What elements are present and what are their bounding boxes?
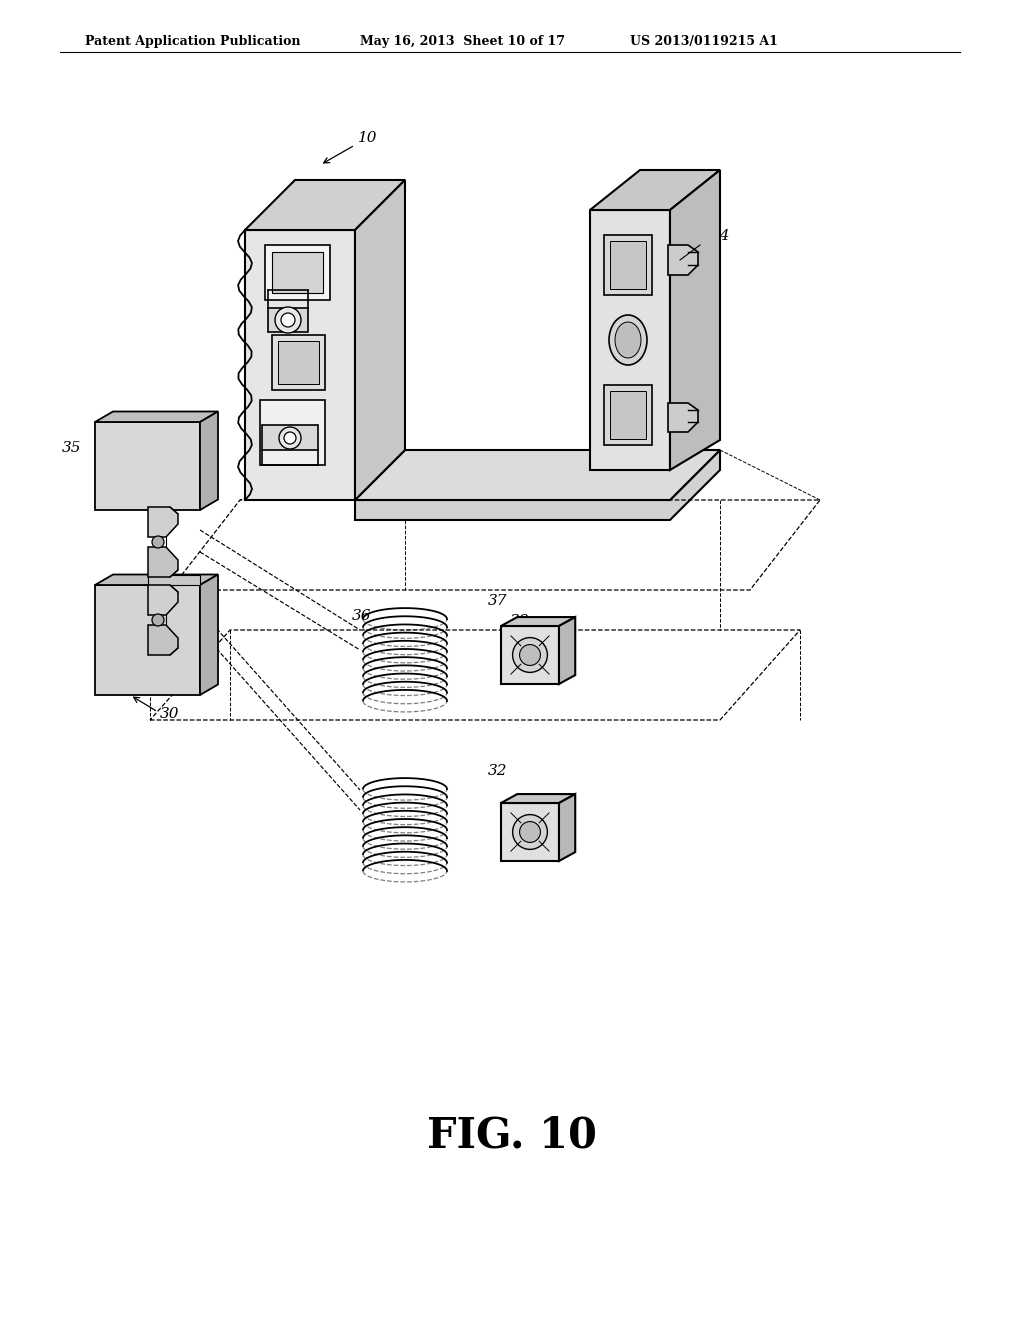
Polygon shape [272, 252, 323, 293]
Polygon shape [148, 624, 178, 655]
Circle shape [284, 432, 296, 444]
Polygon shape [245, 230, 355, 500]
Polygon shape [95, 412, 218, 422]
Polygon shape [604, 235, 652, 294]
Circle shape [152, 536, 164, 548]
Text: 10: 10 [358, 131, 378, 145]
Polygon shape [610, 391, 646, 440]
Ellipse shape [609, 315, 647, 366]
Polygon shape [610, 242, 646, 289]
Polygon shape [148, 576, 200, 585]
Circle shape [519, 644, 541, 665]
Text: May 16, 2013  Sheet 10 of 17: May 16, 2013 Sheet 10 of 17 [360, 36, 565, 48]
Polygon shape [501, 626, 559, 684]
Circle shape [275, 308, 301, 333]
Text: 32: 32 [488, 764, 508, 777]
Polygon shape [501, 803, 559, 861]
Text: 37: 37 [488, 594, 508, 609]
Polygon shape [200, 412, 218, 510]
Polygon shape [355, 180, 406, 500]
Polygon shape [604, 385, 652, 445]
Polygon shape [95, 574, 218, 585]
Polygon shape [670, 170, 720, 470]
Polygon shape [559, 616, 575, 684]
Circle shape [279, 426, 301, 449]
Text: 24: 24 [710, 228, 729, 243]
Polygon shape [148, 585, 178, 615]
Text: 35: 35 [62, 441, 82, 455]
Circle shape [152, 614, 164, 626]
Polygon shape [590, 170, 720, 210]
Circle shape [513, 814, 548, 849]
Text: 36: 36 [352, 609, 372, 623]
Text: Patent Application Publication: Patent Application Publication [85, 36, 300, 48]
Polygon shape [559, 795, 575, 861]
Polygon shape [668, 246, 698, 275]
Polygon shape [268, 308, 308, 333]
Circle shape [281, 313, 295, 327]
Polygon shape [501, 795, 575, 803]
Polygon shape [95, 422, 200, 510]
Polygon shape [148, 546, 178, 577]
Text: 38: 38 [510, 614, 529, 628]
Polygon shape [265, 246, 330, 300]
Polygon shape [245, 180, 406, 230]
Polygon shape [200, 574, 218, 696]
Polygon shape [355, 450, 720, 500]
Polygon shape [668, 403, 698, 432]
Polygon shape [590, 210, 670, 470]
Circle shape [519, 821, 541, 842]
Polygon shape [272, 335, 325, 389]
Polygon shape [260, 400, 325, 465]
Polygon shape [501, 616, 575, 626]
Polygon shape [278, 341, 319, 384]
Polygon shape [355, 450, 720, 520]
Polygon shape [262, 425, 318, 450]
Ellipse shape [615, 322, 641, 358]
Circle shape [513, 638, 548, 672]
Text: 30: 30 [160, 708, 179, 721]
Text: US 2013/0119215 A1: US 2013/0119215 A1 [630, 36, 778, 48]
Polygon shape [95, 585, 200, 696]
Polygon shape [148, 507, 178, 537]
Text: FIG. 10: FIG. 10 [427, 1114, 597, 1156]
